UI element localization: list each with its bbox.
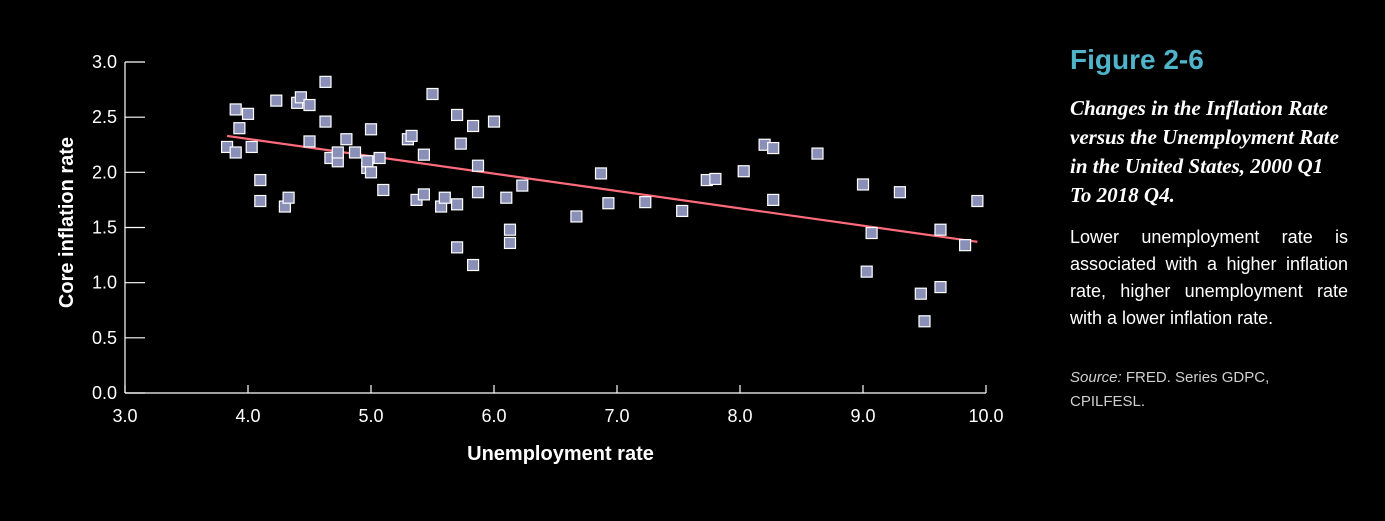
data-point xyxy=(282,191,295,204)
data-point xyxy=(971,194,984,208)
data-point xyxy=(767,193,780,207)
data-point xyxy=(709,172,722,186)
data-point xyxy=(303,135,316,148)
data-point xyxy=(893,186,907,199)
source-text: FRED. Series GDPC, CPILFESL. xyxy=(1070,369,1270,410)
data-point xyxy=(417,188,430,201)
data-point xyxy=(373,151,386,165)
data-point xyxy=(319,75,332,88)
data-point xyxy=(918,315,931,328)
data-point xyxy=(500,191,513,204)
data-point xyxy=(241,107,255,120)
tick-labels: 0.0 0.5 1.0 1.5 2.0 2.5 3.0 3.0 4.0 5.0 6.0 7.0 8.0 9… xyxy=(92,52,1004,426)
data-point xyxy=(417,148,430,161)
y-tick-label: 1.5 xyxy=(92,218,117,238)
data-point xyxy=(914,287,927,300)
x-tick-label: 6.0 xyxy=(481,406,506,426)
data-point xyxy=(503,223,517,236)
data-point xyxy=(594,167,608,180)
data-point xyxy=(503,236,517,250)
data-point xyxy=(405,129,418,143)
data-point xyxy=(233,122,246,135)
data-point xyxy=(602,197,615,210)
y-tick-label: 3.0 xyxy=(92,52,117,72)
figure-source: Source: FRED. Series GDPC, CPILFESL. xyxy=(1070,366,1348,414)
data-point xyxy=(270,94,283,107)
data-point xyxy=(860,265,873,278)
x-tick-label: 9.0 xyxy=(850,406,875,426)
y-tick-label: 0.5 xyxy=(92,328,117,348)
data-point xyxy=(331,146,344,159)
data-point xyxy=(767,141,780,155)
data-point xyxy=(451,108,464,122)
y-tick-label: 2.5 xyxy=(92,107,117,127)
data-point xyxy=(245,140,258,154)
data-points xyxy=(220,75,984,328)
data-point xyxy=(958,239,972,252)
data-point xyxy=(364,166,378,179)
data-point xyxy=(254,194,267,208)
data-point xyxy=(364,123,378,136)
data-point xyxy=(934,280,947,294)
data-point xyxy=(451,241,464,254)
data-point xyxy=(254,173,267,187)
y-tick-label: 2.0 xyxy=(92,162,117,182)
data-point xyxy=(229,146,242,159)
x-tick-label: 10.0 xyxy=(968,406,1003,426)
figure-title: Changes in the Inflation Rate versus the… xyxy=(1070,96,1339,207)
figure-number: Figure 2-6 xyxy=(1070,44,1204,75)
data-point xyxy=(487,115,501,128)
chart-axes xyxy=(124,61,987,394)
data-point xyxy=(426,87,439,101)
data-point xyxy=(934,223,947,236)
data-point xyxy=(639,196,652,209)
x-tick-label: 3.0 xyxy=(112,406,137,426)
data-point xyxy=(294,91,307,104)
data-point xyxy=(454,137,467,150)
data-point xyxy=(856,178,870,191)
data-point xyxy=(361,155,374,168)
data-point xyxy=(471,159,485,172)
x-tick-label: 4.0 xyxy=(235,406,260,426)
data-point xyxy=(865,226,878,240)
figure-sidebar: Figure 2-6 Changes in the Inflation Rate… xyxy=(1070,40,1348,414)
data-point xyxy=(811,147,824,160)
figure-caption: Lower unemployment rate is associated wi… xyxy=(1070,227,1348,328)
x-tick-label: 7.0 xyxy=(604,406,629,426)
data-point xyxy=(466,258,480,272)
data-point xyxy=(471,186,485,199)
data-point xyxy=(377,183,390,197)
data-point xyxy=(466,119,480,133)
data-point xyxy=(319,115,332,128)
data-point xyxy=(737,165,750,178)
scatter-chart: 0.0 0.5 1.0 1.5 2.0 2.5 3.0 3.0 4.0 5.0 6.0 7.0 8.0 9… xyxy=(56,52,1004,465)
data-point xyxy=(438,191,451,204)
data-point xyxy=(451,198,464,211)
data-point xyxy=(303,98,316,112)
x-tick-label: 8.0 xyxy=(727,406,752,426)
source-label: Source: xyxy=(1070,369,1122,386)
y-axis-title: Core inflation rate xyxy=(56,137,78,308)
y-tick-label: 0.0 xyxy=(92,383,117,403)
x-tick-label: 5.0 xyxy=(358,406,383,426)
data-point xyxy=(516,179,529,192)
x-axis-title: Unemployment rate xyxy=(467,443,654,465)
data-point xyxy=(348,146,362,159)
y-tick-label: 1.0 xyxy=(92,273,117,293)
data-point xyxy=(340,133,353,146)
data-point xyxy=(676,204,689,218)
data-point xyxy=(570,210,583,223)
data-point xyxy=(229,103,242,116)
